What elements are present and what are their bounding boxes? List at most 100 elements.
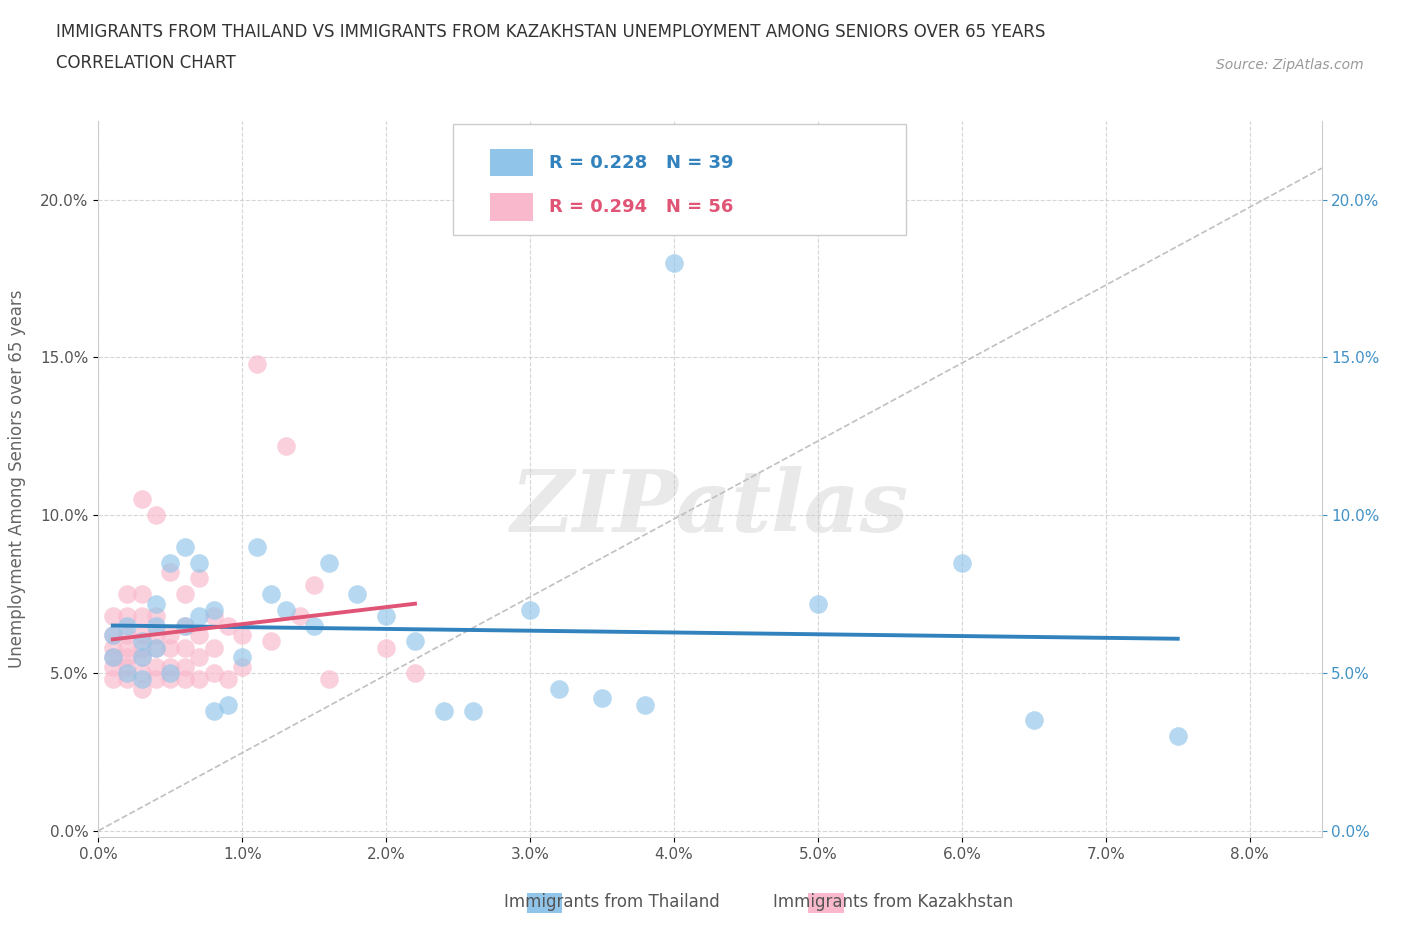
Point: [1022, 712, 1045, 727]
Point: [173, 640, 195, 655]
Point: [519, 603, 541, 618]
Point: [101, 609, 124, 624]
Point: [188, 571, 211, 586]
Point: [115, 659, 138, 674]
Point: [159, 666, 181, 681]
Point: [231, 628, 253, 643]
Point: [188, 609, 211, 624]
Point: [101, 671, 124, 686]
Point: [217, 618, 239, 633]
Text: Immigrants from Thailand: Immigrants from Thailand: [503, 893, 720, 911]
Point: [131, 671, 153, 686]
Point: [131, 650, 153, 665]
Text: Immigrants from Kazakhstan: Immigrants from Kazakhstan: [773, 893, 1012, 911]
Point: [634, 698, 657, 712]
Point: [115, 618, 138, 633]
Point: [131, 640, 153, 655]
Point: [375, 640, 398, 655]
Point: [318, 671, 340, 686]
Point: [231, 650, 253, 665]
Text: ZIPatlas: ZIPatlas: [510, 466, 910, 550]
Point: [101, 628, 124, 643]
Point: [115, 666, 138, 681]
Point: [246, 356, 269, 371]
Point: [173, 659, 195, 674]
Point: [131, 492, 153, 507]
Point: [173, 587, 195, 602]
Point: [188, 671, 211, 686]
Point: [461, 703, 484, 718]
Point: [274, 438, 297, 453]
Point: [115, 609, 138, 624]
Point: [145, 609, 167, 624]
Point: [662, 256, 685, 271]
Text: Source: ZipAtlas.com: Source: ZipAtlas.com: [1216, 58, 1364, 72]
Point: [375, 609, 398, 624]
Point: [159, 640, 181, 655]
Point: [131, 628, 153, 643]
Point: [101, 628, 124, 643]
Point: [318, 555, 340, 570]
Point: [145, 640, 167, 655]
Point: [433, 703, 456, 718]
Point: [145, 659, 167, 674]
Point: [591, 691, 613, 706]
Point: [101, 650, 124, 665]
Point: [145, 640, 167, 655]
Point: [115, 671, 138, 686]
Text: R = 0.228   N = 39: R = 0.228 N = 39: [548, 153, 733, 171]
Point: [159, 659, 181, 674]
Point: [159, 565, 181, 579]
Point: [231, 659, 253, 674]
FancyBboxPatch shape: [453, 125, 905, 235]
Point: [202, 609, 225, 624]
Point: [1167, 728, 1189, 743]
Point: [188, 628, 211, 643]
Point: [173, 539, 195, 554]
Point: [260, 634, 283, 649]
Point: [101, 650, 124, 665]
Point: [274, 603, 297, 618]
Point: [173, 671, 195, 686]
Point: [173, 618, 195, 633]
Point: [115, 640, 138, 655]
Point: [304, 578, 326, 592]
Point: [159, 555, 181, 570]
Point: [173, 618, 195, 633]
Point: [145, 618, 167, 633]
Point: [115, 628, 138, 643]
Point: [101, 640, 124, 655]
Point: [131, 666, 153, 681]
Point: [217, 671, 239, 686]
Point: [159, 671, 181, 686]
Point: [304, 618, 326, 633]
Point: [131, 650, 153, 665]
Point: [202, 703, 225, 718]
Point: [548, 682, 571, 697]
Point: [131, 609, 153, 624]
Point: [145, 628, 167, 643]
Text: R = 0.294   N = 56: R = 0.294 N = 56: [548, 198, 733, 216]
Point: [202, 666, 225, 681]
Point: [404, 666, 426, 681]
Point: [145, 671, 167, 686]
Point: [131, 634, 153, 649]
Point: [131, 682, 153, 697]
Point: [159, 628, 181, 643]
FancyBboxPatch shape: [489, 149, 533, 177]
Point: [101, 659, 124, 674]
Point: [217, 698, 239, 712]
Point: [115, 650, 138, 665]
Text: IMMIGRANTS FROM THAILAND VS IMMIGRANTS FROM KAZAKHSTAN UNEMPLOYMENT AMONG SENIOR: IMMIGRANTS FROM THAILAND VS IMMIGRANTS F…: [56, 23, 1046, 41]
Point: [145, 596, 167, 611]
FancyBboxPatch shape: [489, 193, 533, 220]
Point: [145, 508, 167, 523]
Point: [202, 640, 225, 655]
Point: [950, 555, 973, 570]
Point: [404, 634, 426, 649]
Point: [188, 555, 211, 570]
Point: [807, 596, 830, 611]
Point: [202, 603, 225, 618]
Point: [131, 587, 153, 602]
Y-axis label: Unemployment Among Seniors over 65 years: Unemployment Among Seniors over 65 years: [8, 290, 27, 668]
